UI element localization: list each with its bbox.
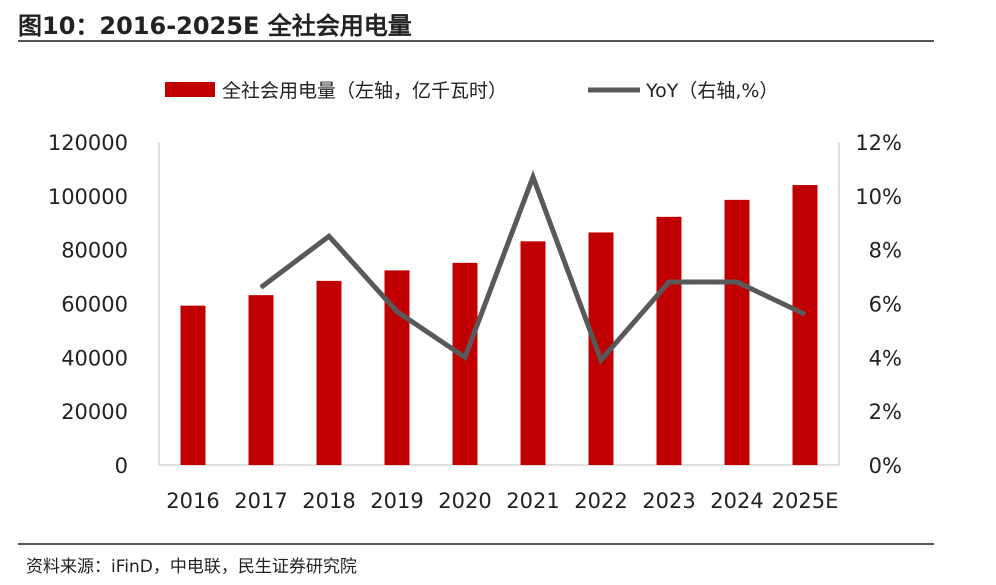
yoy-point-2020 (464, 356, 466, 358)
left-axis-tick-label: 120000 (48, 131, 128, 155)
bar-2018 (316, 280, 342, 465)
right-axis-ticks: 0% 2% 4% 6% 8% 10% 12% (855, 131, 902, 478)
yoy-point-2024 (736, 281, 738, 283)
legend-bar-label: 全社会用电量（左轴，亿千瓦时） (222, 80, 507, 102)
left-axis-ticks: 0 20000 40000 60000 80000 100000 120000 (48, 131, 128, 478)
x-axis-tick-label: 2020 (438, 489, 491, 513)
bar-2023 (656, 216, 682, 465)
yoy-point-2022 (600, 359, 602, 361)
figure-title: 图10：2016-2025E 全社会用电量 (18, 12, 412, 40)
x-axis-tick-label: 2021 (506, 489, 559, 513)
yoy-point-2017 (260, 286, 262, 288)
right-axis-tick-label: 10% (855, 185, 902, 209)
left-axis-tick-label: 100000 (48, 185, 128, 209)
x-axis-ticks: 2016 2017 2018 2019 2020 2021 2022 2023 2024 2025… (166, 489, 838, 513)
bar-2017 (248, 295, 274, 465)
right-axis-tick-label: 12% (855, 131, 902, 155)
x-axis-tick-label: 2017 (234, 489, 287, 513)
bar-2025E (792, 185, 818, 466)
chart-svg: 全社会用电量（左轴，亿千瓦时） YoY（右轴,%） 0 20000 40000 600… (48, 80, 902, 513)
right-axis-tick-label: 2% (869, 400, 902, 424)
x-axis-tick-label: 2025E (772, 489, 839, 513)
legend-bar-swatch (165, 82, 215, 97)
bar-2024 (724, 199, 750, 465)
right-axis-tick-label: 4% (869, 346, 902, 370)
x-axis-tick-label: 2019 (370, 489, 423, 513)
yoy-point-2023 (668, 281, 670, 283)
bar-2020 (452, 262, 478, 465)
left-axis-tick-label: 0 (115, 454, 128, 478)
x-axis-tick-label: 2023 (642, 489, 695, 513)
x-axis-tick-label: 2024 (710, 489, 763, 513)
legend-line-label: YoY（右轴,%） (645, 80, 778, 102)
footer-divider (18, 543, 934, 545)
x-axis-tick-label: 2022 (574, 489, 627, 513)
left-axis-tick-label: 40000 (61, 346, 128, 370)
bar-2021 (520, 241, 546, 465)
title-divider (18, 40, 934, 42)
left-axis-tick-label: 20000 (61, 400, 128, 424)
left-axis-tick-label: 80000 (61, 239, 128, 263)
yoy-point-2018 (328, 235, 330, 237)
right-axis-tick-label: 8% (869, 239, 902, 263)
bar-2016 (180, 305, 206, 465)
source-note: 资料来源：iFinD，中电联，民生证券研究院 (26, 557, 357, 577)
right-axis-tick-label: 0% (869, 454, 902, 478)
x-axis-tick-label: 2016 (166, 489, 219, 513)
left-axis-tick-label: 60000 (61, 293, 128, 317)
yoy-point-2021 (532, 176, 534, 178)
legend: 全社会用电量（左轴，亿千瓦时） YoY（右轴,%） (165, 80, 778, 102)
yoy-point-2019 (396, 311, 398, 313)
line-series (259, 169, 807, 365)
x-axis-tick-label: 2018 (302, 489, 355, 513)
bar-series (180, 185, 818, 466)
yoy-point-2025E (804, 313, 806, 315)
right-axis-tick-label: 6% (869, 293, 902, 317)
